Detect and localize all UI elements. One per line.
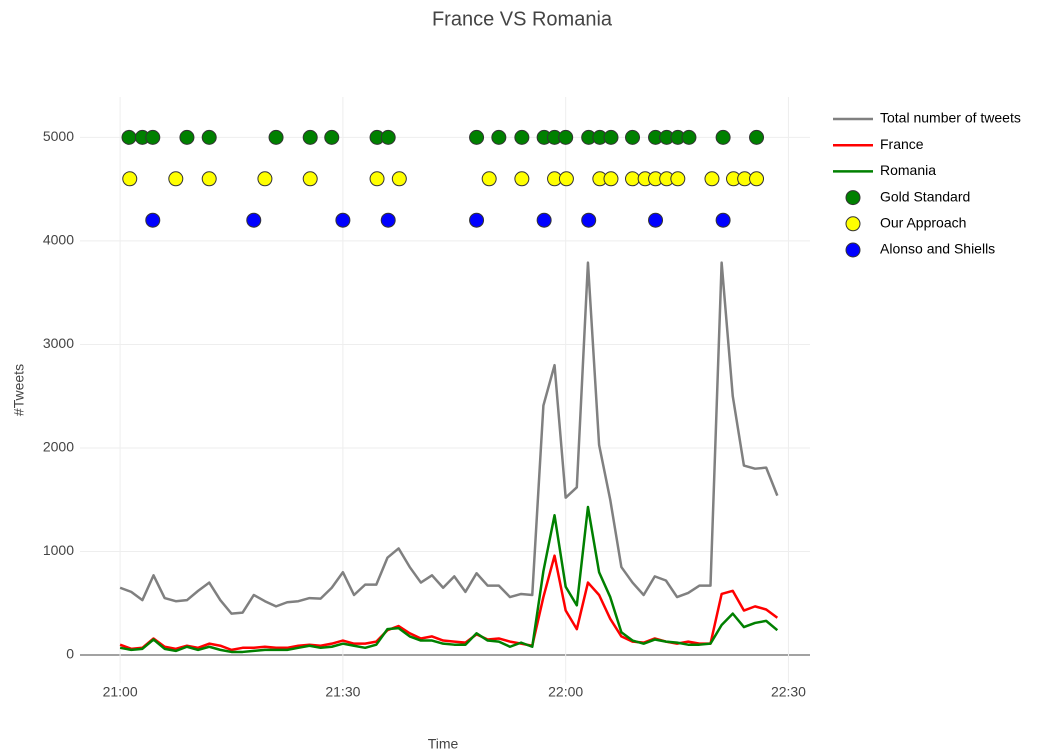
legend-label: Gold Standard	[880, 188, 970, 204]
legend-label: Romania	[880, 162, 936, 178]
legend-label: France	[880, 136, 924, 152]
marker	[603, 129, 619, 145]
marker	[625, 129, 641, 145]
marker	[179, 129, 195, 145]
chart-title: France VS Romania	[432, 8, 613, 30]
marker	[648, 212, 664, 228]
x-tick-label: 22:30	[771, 684, 806, 700]
y-tick-label: 3000	[43, 335, 74, 351]
marker	[749, 129, 765, 145]
y-tick-label: 2000	[43, 439, 74, 455]
marker	[168, 171, 184, 187]
x-tick-label: 21:00	[103, 684, 138, 700]
marker	[121, 129, 137, 145]
marker	[715, 212, 731, 228]
marker	[625, 171, 641, 187]
marker	[704, 171, 720, 187]
marker	[536, 212, 552, 228]
marker	[268, 129, 284, 145]
x-axis-label: Time	[428, 736, 459, 752]
marker	[369, 171, 385, 187]
line	[119, 505, 779, 654]
marker	[514, 171, 530, 187]
y-tick-label: 1000	[43, 542, 74, 558]
marker	[558, 129, 574, 145]
marker	[335, 212, 351, 228]
marker	[302, 171, 318, 187]
marker	[391, 171, 407, 187]
legend-swatch	[845, 242, 861, 258]
x-tick-label: 21:30	[325, 684, 360, 700]
y-tick-label: 5000	[43, 128, 74, 144]
y-axis-label: #Tweets	[11, 364, 27, 416]
marker	[715, 129, 731, 145]
marker	[201, 171, 217, 187]
marker	[514, 129, 530, 145]
marker	[581, 212, 597, 228]
marker	[302, 129, 318, 145]
line	[119, 261, 779, 615]
y-tick-label: 4000	[43, 232, 74, 248]
marker	[469, 129, 485, 145]
marker	[257, 171, 273, 187]
marker	[145, 129, 161, 145]
legend-swatch	[845, 216, 861, 232]
marker	[324, 129, 340, 145]
marker	[481, 171, 497, 187]
marker	[246, 212, 262, 228]
marker	[122, 171, 138, 187]
marker	[749, 171, 765, 187]
marker	[380, 129, 396, 145]
marker	[469, 212, 485, 228]
marker	[681, 129, 697, 145]
legend-swatch	[845, 190, 861, 206]
marker	[380, 212, 396, 228]
line	[119, 554, 779, 652]
marker	[491, 129, 507, 145]
legend-label: Total number of tweets	[880, 110, 1021, 126]
y-tick-label: 0	[66, 646, 74, 662]
marker	[670, 171, 686, 187]
x-tick-label: 22:00	[548, 684, 583, 700]
marker	[201, 129, 217, 145]
legend-label: Alonso and Shiells	[880, 241, 995, 257]
marker	[558, 171, 574, 187]
marker	[145, 212, 161, 228]
marker	[603, 171, 619, 187]
legend-label: Our Approach	[880, 215, 966, 231]
